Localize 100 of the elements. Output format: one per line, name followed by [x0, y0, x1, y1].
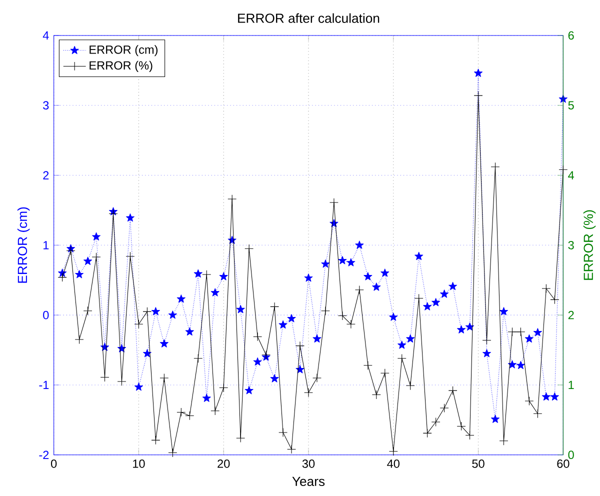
y-tick-label: 3 — [43, 101, 49, 110]
point — [432, 298, 440, 306]
point — [338, 311, 347, 320]
y2-tick-label: 3 — [568, 240, 574, 250]
point — [92, 232, 101, 240]
point — [296, 341, 304, 350]
point — [338, 256, 347, 264]
point — [465, 430, 474, 440]
point — [278, 320, 288, 328]
point — [372, 390, 381, 400]
point — [142, 306, 152, 316]
y-tick-label: 2 — [43, 171, 49, 180]
y-axis-title: ERROR (cm) — [17, 207, 30, 283]
x-tick-label: 50 — [472, 459, 484, 468]
point — [388, 446, 398, 456]
point — [194, 269, 202, 278]
x-tick-label: 60 — [557, 459, 570, 468]
point — [533, 328, 542, 336]
point — [346, 320, 356, 329]
point — [185, 411, 194, 420]
point — [75, 270, 84, 278]
point — [296, 365, 304, 374]
point — [304, 388, 313, 398]
point — [312, 334, 322, 342]
point — [330, 198, 338, 207]
point — [490, 414, 500, 423]
point — [244, 386, 254, 394]
y-tick-label: 0 — [43, 310, 49, 320]
point — [558, 165, 568, 174]
point — [524, 396, 534, 406]
point — [210, 406, 220, 416]
point — [194, 354, 203, 363]
point — [550, 295, 560, 304]
point — [372, 282, 381, 291]
point — [398, 340, 406, 349]
point — [219, 272, 228, 280]
point — [168, 448, 178, 458]
legend-label: ERROR (cm) — [90, 45, 158, 56]
point — [83, 306, 92, 316]
point — [364, 272, 372, 280]
x-tick-label: 20 — [218, 459, 230, 468]
point — [499, 436, 508, 446]
point — [287, 314, 296, 322]
y2-tick-label: 5 — [568, 101, 574, 110]
point — [185, 327, 194, 336]
point — [542, 284, 551, 293]
point — [176, 408, 186, 417]
y2-axis-title: ERROR (%) — [583, 210, 596, 280]
point — [423, 302, 432, 310]
point — [176, 294, 186, 303]
point — [380, 368, 390, 378]
point — [516, 327, 526, 336]
point — [202, 394, 211, 402]
point — [542, 392, 550, 400]
point — [363, 360, 372, 370]
point — [270, 302, 280, 312]
point — [448, 386, 458, 395]
point — [474, 90, 483, 100]
point — [236, 304, 245, 314]
point — [558, 94, 568, 103]
point — [482, 348, 492, 358]
y-tick-label: -2 — [39, 450, 49, 459]
point — [304, 273, 313, 282]
chart-title: ERROR after calculation — [238, 13, 380, 23]
point — [92, 252, 101, 262]
point — [168, 310, 177, 319]
x-tick-label: 10 — [133, 459, 145, 468]
point — [287, 444, 296, 454]
y2-tick-label: 0 — [568, 450, 574, 459]
point — [397, 354, 406, 363]
point — [66, 246, 76, 256]
legend-label: ERROR (%) — [90, 60, 152, 72]
y2-tick-label: 2 — [568, 310, 574, 320]
point — [440, 403, 449, 412]
point — [354, 285, 364, 294]
point — [499, 306, 508, 316]
point — [524, 334, 534, 342]
point — [210, 288, 220, 296]
y-tick-label: -1 — [39, 380, 49, 389]
point — [414, 252, 424, 260]
point — [466, 322, 474, 330]
y2-tick-label: 6 — [568, 31, 574, 40]
point — [346, 258, 356, 266]
point — [533, 409, 542, 418]
point — [253, 357, 262, 366]
point — [431, 417, 440, 426]
point — [151, 436, 160, 445]
point — [474, 68, 483, 77]
point — [253, 332, 262, 342]
point — [457, 325, 466, 334]
point — [422, 428, 432, 438]
point — [440, 290, 449, 298]
x-tick-label: 0 — [51, 459, 57, 468]
point — [84, 256, 92, 265]
point — [160, 339, 168, 348]
point — [321, 306, 330, 316]
point — [126, 252, 135, 261]
x-tick-label: 30 — [302, 459, 315, 468]
x-tick-label: 40 — [387, 459, 400, 468]
point — [312, 373, 322, 382]
